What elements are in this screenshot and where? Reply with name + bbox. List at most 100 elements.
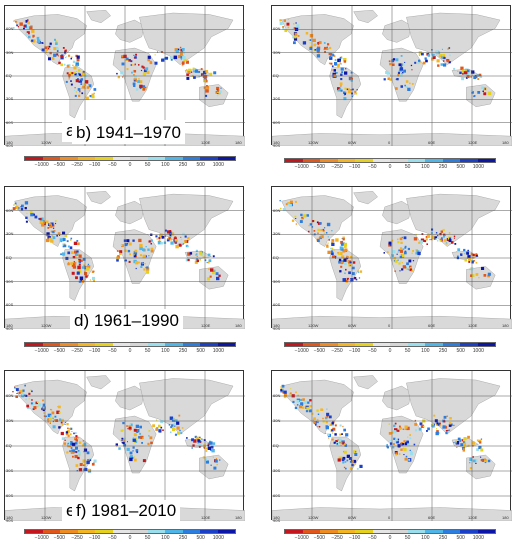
- change-cell: [49, 51, 52, 55]
- change-cell: [82, 85, 86, 89]
- colorbar-swatch: [77, 530, 95, 533]
- change-cell: [333, 441, 336, 444]
- change-cell: [457, 70, 459, 72]
- change-cell: [93, 88, 97, 91]
- change-cell: [133, 84, 136, 87]
- change-cell: [209, 275, 212, 278]
- change-cell: [140, 435, 144, 440]
- change-cell: [171, 424, 174, 427]
- change-cell: [170, 58, 173, 61]
- change-cell: [418, 241, 421, 244]
- change-cell: [403, 69, 406, 73]
- change-cell: [354, 453, 358, 456]
- colorbar-swatch: [200, 343, 218, 346]
- colorbar-swatch: [147, 530, 165, 533]
- change-cell: [471, 274, 475, 277]
- change-cell: [481, 458, 485, 462]
- colorbar-swatch: [460, 530, 478, 533]
- change-cell: [400, 448, 403, 451]
- change-cell: [59, 234, 61, 236]
- change-cell: [296, 404, 299, 406]
- change-cell: [419, 422, 423, 426]
- change-cell: [193, 76, 196, 79]
- change-cell: [317, 43, 320, 46]
- change-cell: [442, 228, 445, 232]
- change-cell: [45, 51, 48, 53]
- change-cell: [50, 222, 54, 226]
- colorbar-swatch: [77, 343, 95, 346]
- colorbar-swatch: [390, 159, 408, 162]
- change-cell: [328, 239, 330, 241]
- change-cell: [126, 57, 129, 61]
- map-panel-d: 60N 30N EQ 30S 60S 90S 180 120W 60W 0 60E 120E 180: [271, 186, 512, 331]
- change-cell: [311, 226, 314, 228]
- change-cell: [292, 400, 295, 403]
- change-cell: [70, 442, 73, 446]
- colorbar-swatch: [165, 530, 183, 533]
- change-cell: [344, 87, 347, 90]
- change-cell: [293, 23, 295, 25]
- change-cell: [313, 417, 316, 420]
- change-cell: [446, 59, 450, 63]
- lat-tick-label: 30S: [6, 468, 14, 473]
- colorbar-swatch: [407, 343, 425, 346]
- colorbar-tick-label: 500: [196, 162, 205, 168]
- change-cell: [309, 399, 312, 402]
- change-cell: [400, 442, 404, 445]
- colorbar-tick-label: 250: [178, 535, 188, 541]
- change-cell: [132, 438, 136, 442]
- change-cell: [71, 442, 76, 447]
- change-cell: [139, 80, 143, 84]
- change-cell: [339, 251, 343, 255]
- change-cell: [142, 72, 147, 76]
- change-cell: [336, 63, 340, 67]
- change-cell: [169, 230, 172, 232]
- change-cell: [398, 249, 400, 252]
- change-cell: [12, 27, 15, 29]
- change-cell: [393, 424, 396, 427]
- change-cell: [206, 277, 211, 281]
- lat-tick-label: EQ: [6, 73, 12, 78]
- change-cell: [396, 78, 399, 81]
- change-cell: [466, 69, 470, 73]
- change-cell: [386, 251, 389, 253]
- colorbar-tick-label: −1000: [34, 535, 49, 541]
- change-cell: [52, 420, 55, 423]
- change-cell: [209, 441, 213, 445]
- colorbar-tick-label: 0: [128, 535, 132, 541]
- change-cell: [158, 429, 162, 433]
- change-cell: [12, 207, 16, 210]
- change-cell: [36, 36, 40, 40]
- colorbar-swatch: [130, 530, 148, 533]
- change-cell: [459, 440, 462, 442]
- change-cell: [404, 425, 408, 429]
- change-cell: [348, 88, 350, 91]
- lat-tick-label: 60N: [6, 207, 14, 213]
- change-cell: [46, 221, 49, 224]
- change-cell: [167, 238, 169, 240]
- change-cell: [171, 427, 175, 431]
- change-cell: [326, 46, 328, 48]
- change-cell: [317, 232, 319, 235]
- change-cell: [56, 234, 58, 237]
- lat-tick-label: 90S: [6, 326, 14, 331]
- change-cell: [206, 262, 208, 264]
- change-cell: [414, 419, 417, 422]
- change-cell: [401, 236, 403, 239]
- change-cell: [449, 417, 452, 420]
- change-cell: [142, 85, 146, 88]
- change-cell: [143, 268, 146, 271]
- change-cell: [340, 89, 343, 92]
- change-cell: [459, 71, 462, 74]
- change-cell: [207, 253, 211, 257]
- change-cell: [77, 450, 80, 452]
- change-cell: [213, 269, 215, 271]
- change-cell: [89, 279, 92, 281]
- change-cell: [199, 259, 201, 261]
- change-cell: [23, 20, 25, 22]
- change-cell: [349, 278, 351, 281]
- change-cell: [343, 428, 346, 432]
- change-cell: [338, 456, 342, 460]
- change-cell: [309, 39, 312, 41]
- change-cell: [78, 263, 81, 266]
